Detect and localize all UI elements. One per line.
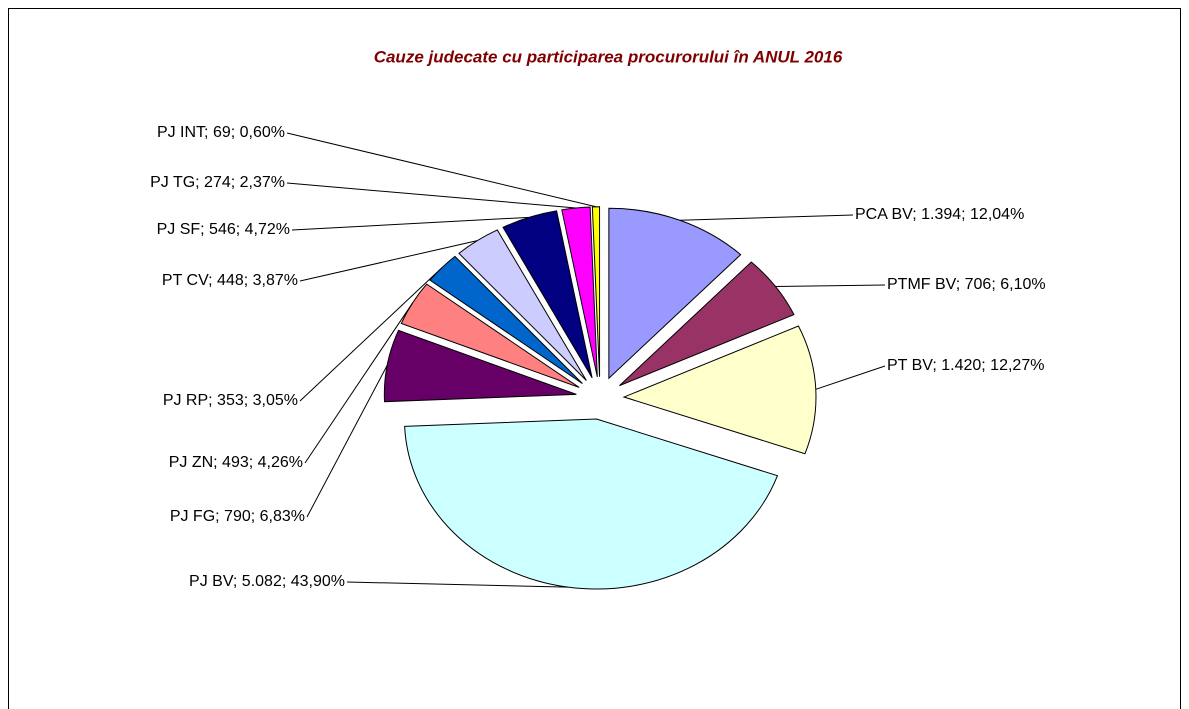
- leader-line: [291, 216, 530, 231]
- pie-slice: [561, 206, 598, 377]
- data-label: PJ FG; 790; 6,83%: [170, 508, 305, 525]
- leader-line: [299, 267, 443, 402]
- pie-slice: [608, 207, 742, 380]
- leader-line: [286, 182, 576, 209]
- leader-line: [815, 365, 886, 390]
- leader-line: [304, 302, 413, 464]
- leader-line: [306, 365, 388, 518]
- data-label: PJ RP; 353; 3,05%: [163, 392, 298, 409]
- data-label: PTMF BV; 706; 6,10%: [887, 276, 1046, 293]
- leader-line: [286, 132, 597, 208]
- pie-slice: [400, 283, 580, 388]
- chart-title: Cauze judecate cu participarea procuroru…: [374, 47, 843, 66]
- pie-slice: [458, 229, 587, 381]
- chart-frame: [8, 8, 1181, 709]
- leader-line: [346, 581, 569, 588]
- data-label: PJ BV; 5.082; 43,90%: [189, 573, 345, 590]
- data-label: PT CV; 448; 3,87%: [162, 272, 298, 289]
- data-label: PT BV; 1.420; 12,27%: [887, 357, 1044, 374]
- leader-line: [679, 214, 854, 221]
- data-label: PCA BV; 1.394; 12,04%: [855, 206, 1024, 223]
- leader-line: [775, 284, 886, 287]
- pie-slice: [404, 418, 779, 590]
- pie-slice: [591, 206, 601, 377]
- pie-slice: [502, 210, 593, 379]
- pie-slice: [622, 325, 817, 455]
- pie-slice: [619, 261, 795, 387]
- data-label: PJ SF; 546; 4,72%: [157, 221, 290, 238]
- data-label: PJ INT; 69; 0,60%: [157, 124, 285, 141]
- data-label: PJ TG; 274; 2,37%: [150, 174, 285, 191]
- leader-line: [299, 240, 478, 282]
- data-label: PJ ZN; 493; 4,26%: [169, 454, 303, 471]
